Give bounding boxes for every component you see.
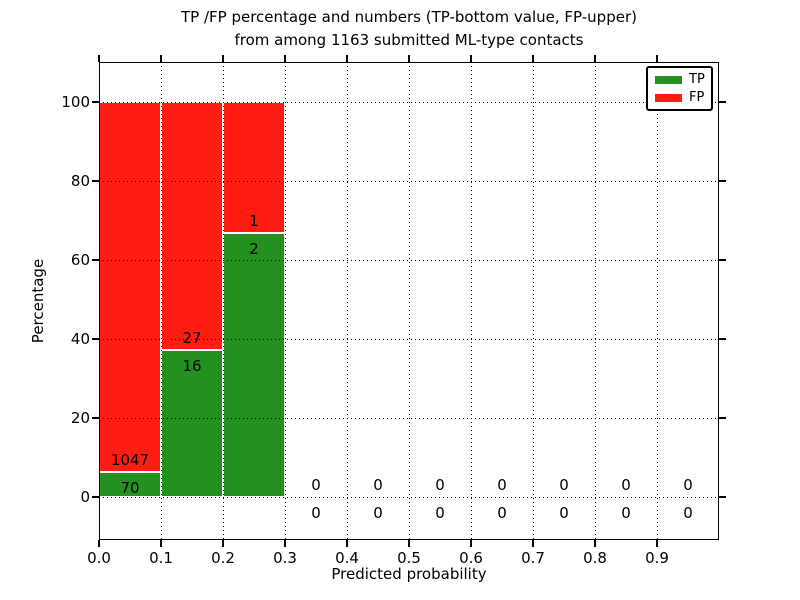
tp-count-label-4: 0 [373, 503, 383, 522]
x-tick-bottom-0.1 [160, 540, 162, 547]
tp-count-label-9: 0 [683, 503, 693, 522]
y-tick-label-100: 100 [61, 92, 90, 111]
x-tick-top-0.9 [656, 55, 658, 62]
fp-count-label-9: 0 [683, 475, 693, 494]
x-tick-bottom-0.3 [284, 540, 286, 547]
y-tick-left-80 [92, 179, 99, 182]
x-tick-bottom-0.8 [594, 540, 596, 547]
v-gridline-0.4 [347, 62, 348, 540]
y-tick-left-100 [92, 100, 99, 103]
legend-label-tp: TP [689, 72, 705, 87]
x-tick-top-0.6 [470, 55, 472, 62]
fp-count-label-2: 1 [249, 212, 259, 231]
legend-row-tp: TP [655, 73, 711, 86]
x-tick-label-0.3: 0.3 [273, 549, 297, 567]
v-gridline-0.2 [223, 62, 224, 540]
tp-count-label-2: 2 [249, 240, 259, 259]
x-tick-label-0.8: 0.8 [583, 549, 607, 567]
plot-area: 1047 70 27 16 1 2 0 0 0 0 0 0 0 0 0 0 0 0 0 0 0.0 0.1 0.2 0.3 0.… [61, 55, 726, 567]
tp-count-label-1: 16 [182, 356, 202, 375]
tp-count-label-0: 70 [120, 478, 140, 497]
x-tick-bottom-0.9 [656, 540, 658, 547]
v-gridline-0.1 [161, 62, 162, 540]
legend-swatch-fp [655, 93, 682, 102]
chart-title-line2: from among 1163 submitted ML-type contac… [234, 31, 584, 49]
x-tick-label-0.6: 0.6 [459, 549, 483, 567]
y-tick-left-0 [92, 495, 99, 498]
fp-count-label-4: 0 [373, 475, 383, 494]
bar-fp-0 [99, 101, 161, 472]
x-tick-top-0.1 [160, 55, 162, 62]
tp-count-label-8: 0 [621, 503, 631, 522]
x-tick-top-0.7 [532, 55, 534, 62]
bar-fp-1 [161, 101, 223, 350]
x-tick-bottom-0.6 [470, 540, 472, 547]
y-tick-label-80: 80 [70, 171, 90, 190]
y-tick-label-20: 20 [70, 408, 90, 427]
fp-count-label-3: 0 [311, 475, 321, 494]
legend-row-fp: FP [655, 91, 711, 104]
tp-count-label-5: 0 [435, 503, 445, 522]
tp-count-label-6: 0 [497, 503, 507, 522]
v-gridline-0.7 [533, 62, 534, 540]
tp-count-label-7: 0 [559, 503, 569, 522]
x-axis-label: Predicted probability [331, 565, 487, 583]
y-tick-right-40 [719, 337, 726, 340]
y-tick-right-100 [719, 100, 726, 103]
tp-count-label-3: 0 [311, 503, 321, 522]
x-tick-bottom-0.0 [98, 540, 100, 547]
fp-count-label-1: 27 [182, 328, 202, 347]
y-tick-left-40 [92, 337, 99, 340]
v-gridline-0.3 [285, 62, 286, 540]
x-tick-label-0.7: 0.7 [521, 549, 545, 567]
x-tick-label-0.4: 0.4 [335, 549, 359, 567]
bar-tp-2 [223, 233, 285, 497]
v-gridline-0.8 [595, 62, 596, 540]
v-gridline-0.9 [657, 62, 658, 540]
y-tick-left-60 [92, 258, 99, 261]
x-tick-bottom-0.7 [532, 540, 534, 547]
legend-swatch-tp [655, 75, 682, 84]
x-tick-bottom-0.2 [222, 540, 224, 547]
chart-title-line1: TP /FP percentage and numbers (TP-bottom… [181, 8, 637, 26]
y-tick-right-60 [719, 258, 726, 261]
x-tick-bottom-0.5 [408, 540, 410, 547]
x-tick-label-0.5: 0.5 [397, 549, 421, 567]
x-tick-bottom-0.4 [346, 540, 348, 547]
legend: TP FP [646, 66, 713, 111]
y-tick-left-20 [92, 416, 99, 419]
fp-count-label-0: 1047 [110, 450, 150, 469]
bar-tp-0 [99, 471, 161, 497]
fp-count-label-8: 0 [621, 475, 631, 494]
v-gridline-0.6 [471, 62, 472, 540]
x-tick-label-0.9: 0.9 [645, 549, 669, 567]
x-tick-top-0.8 [594, 55, 596, 62]
fp-count-label-7: 0 [559, 475, 569, 494]
x-tick-label-0.2: 0.2 [211, 549, 235, 567]
x-tick-top-0.5 [408, 55, 410, 62]
y-tick-label-0: 0 [80, 487, 90, 506]
bar-tp-1 [161, 349, 223, 497]
x-tick-top-0.0 [98, 55, 100, 62]
x-tick-label-0.1: 0.1 [149, 549, 173, 567]
legend-label-fp: FP [689, 90, 705, 105]
y-tick-right-20 [719, 416, 726, 419]
y-tick-label-40: 40 [70, 329, 90, 348]
fp-count-label-5: 0 [435, 475, 445, 494]
v-gridline-0.5 [409, 62, 410, 540]
chart-title: TP /FP percentage and numbers (TP-bottom… [99, 6, 719, 52]
y-tick-right-0 [719, 495, 726, 498]
x-tick-label-0.0: 0.0 [87, 549, 111, 567]
y-tick-right-80 [719, 179, 726, 182]
x-tick-top-0.2 [222, 55, 224, 62]
x-tick-top-0.4 [346, 55, 348, 62]
y-tick-label-60: 60 [70, 250, 90, 269]
fp-count-label-6: 0 [497, 475, 507, 494]
x-tick-top-0.3 [284, 55, 286, 62]
